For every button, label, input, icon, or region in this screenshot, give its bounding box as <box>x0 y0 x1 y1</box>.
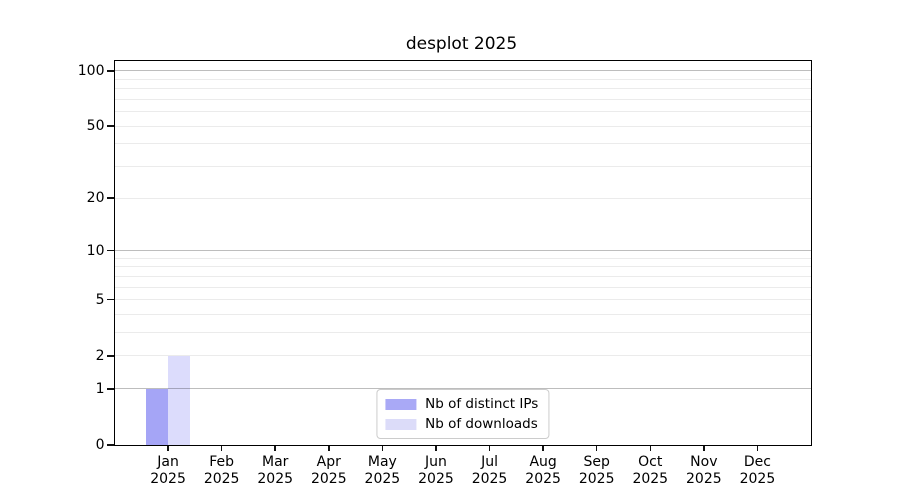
legend-label: Nb of downloads <box>425 416 538 432</box>
x-tick-month: Jun <box>425 454 447 470</box>
x-tick-label: Dec 2025 <box>727 454 787 487</box>
x-tick <box>274 446 276 451</box>
legend-swatch <box>385 418 417 430</box>
x-tick-label: Jan 2025 <box>138 454 198 487</box>
y-tick-label: 1 <box>95 380 105 397</box>
x-tick-label: Aug 2025 <box>513 454 573 487</box>
y-tick-label: 10 <box>86 242 105 259</box>
x-tick <box>220 446 223 451</box>
y-gridline-minor <box>114 143 811 145</box>
x-tick-label: Oct 2025 <box>620 454 680 487</box>
x-tick-year: 2025 <box>418 470 454 487</box>
y-gridline-minor <box>114 88 811 90</box>
x-tick-month: Sep <box>583 454 610 470</box>
x-tick-month: May <box>367 454 397 470</box>
x-tick <box>756 446 759 451</box>
x-tick-year: 2025 <box>525 470 561 487</box>
chart-title: desplot 2025 <box>405 34 518 54</box>
x-tick-year: 2025 <box>150 470 186 487</box>
x-tick-year: 2025 <box>310 470 347 487</box>
y-gridline-minor <box>114 266 811 268</box>
x-tick-label: Jul 2025 <box>460 454 520 487</box>
x-tick-year: 2025 <box>471 470 508 487</box>
y-tick <box>106 125 114 127</box>
y-tick-label: 5 <box>95 291 105 308</box>
x-tick-label: Jun 2025 <box>406 454 466 487</box>
x-tick <box>649 446 652 451</box>
y-tick-label: 20 <box>86 190 105 207</box>
legend-item: Nb of distinct IPs <box>385 396 538 412</box>
y-gridline-minor <box>114 332 811 334</box>
x-tick-year: 2025 <box>257 470 294 487</box>
y-tick <box>106 388 114 390</box>
x-tick-month: Oct <box>638 454 663 470</box>
bar-downloads <box>168 355 191 445</box>
x-tick-month: Nov <box>690 454 718 470</box>
y-gridline-major <box>114 250 811 252</box>
y-gridline-major <box>114 70 811 72</box>
y-gridline-minor <box>114 197 811 199</box>
x-tick-label: May 2025 <box>352 454 412 487</box>
y-tick-label: 100 <box>77 62 105 79</box>
legend-item: Nb of downloads <box>385 416 538 432</box>
x-tick-year: 2025 <box>739 470 776 487</box>
x-tick-month: Aug <box>529 454 557 470</box>
x-tick-year: 2025 <box>364 470 401 487</box>
x-tick-label: Nov 2025 <box>674 454 734 487</box>
x-tick-month: Jan <box>157 454 179 470</box>
x-tick-label: Sep 2025 <box>567 454 627 487</box>
x-tick <box>542 446 544 451</box>
x-tick-year: 2025 <box>686 470 722 487</box>
x-tick-month: Apr <box>316 454 341 470</box>
y-tick <box>106 355 114 357</box>
y-gridline-minor <box>114 275 811 277</box>
y-tick <box>106 249 114 252</box>
x-tick-label: Feb 2025 <box>192 454 252 487</box>
x-tick-month: Mar <box>262 454 289 470</box>
x-tick <box>381 446 384 451</box>
x-tick-label: Apr 2025 <box>299 454 359 487</box>
x-tick-year: 2025 <box>632 470 669 487</box>
x-tick <box>595 446 598 451</box>
y-gridline-minor <box>114 299 811 301</box>
y-tick <box>106 444 114 446</box>
y-tick-label: 0 <box>95 437 105 453</box>
x-tick <box>435 446 437 451</box>
y-tick-label: 50 <box>86 118 105 135</box>
x-tick-month: Feb <box>209 454 235 470</box>
y-gridline-minor <box>114 98 811 100</box>
y-gridline-minor <box>114 355 811 357</box>
y-gridline-minor <box>114 257 811 259</box>
y-gridline-minor <box>114 125 811 127</box>
x-tick-month: Jul <box>481 454 498 470</box>
y-gridline-minor <box>114 286 811 288</box>
y-tick-label: 2 <box>95 347 105 364</box>
y-gridline-minor <box>114 111 811 113</box>
y-tick <box>106 298 114 301</box>
y-gridline-minor <box>114 78 811 80</box>
y-tick <box>106 70 114 72</box>
x-tick <box>328 446 330 451</box>
x-tick-month: Dec <box>743 454 771 470</box>
x-tick-year: 2025 <box>578 470 615 487</box>
x-tick <box>703 446 705 451</box>
legend-swatch <box>385 398 417 410</box>
plot-area: Nb of distinct IPs Nb of downloads 0 1 2 5 10… <box>78 60 812 487</box>
y-gridline-minor <box>114 166 811 168</box>
x-tick-label: Mar 2025 <box>245 454 305 487</box>
legend: Nb of distinct IPs Nb of downloads <box>376 389 550 439</box>
legend-label: Nb of distinct IPs <box>425 396 539 412</box>
y-gridline-major <box>114 388 811 390</box>
y-gridline-minor <box>114 314 811 315</box>
x-tick <box>488 446 491 451</box>
bar-distinct-ips <box>146 388 169 445</box>
y-tick <box>106 197 114 199</box>
x-tick <box>167 446 169 451</box>
x-tick-year: 2025 <box>203 470 240 487</box>
